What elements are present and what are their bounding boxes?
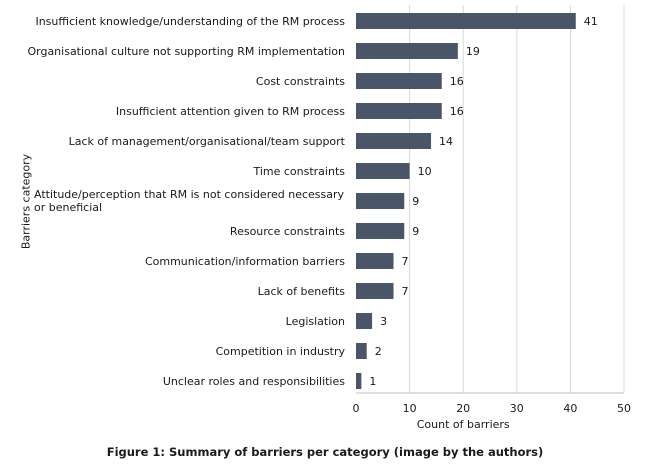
x-tick-label: 20: [456, 402, 470, 415]
data-label: 1: [369, 375, 376, 388]
bar: [356, 43, 458, 59]
category-label: Communication/information barriers: [144, 254, 345, 268]
category-label: Insufficient knowledge/understanding of …: [35, 14, 345, 28]
data-label: 7: [402, 255, 409, 268]
data-label: 10: [418, 165, 432, 178]
category-label: Attitude/perception that RM is not consi…: [34, 188, 345, 214]
bar: [356, 13, 576, 29]
x-tick-label: 30: [510, 402, 524, 415]
x-tick-label: 0: [353, 402, 360, 415]
category-label: Organisational culture not supporting RM…: [27, 44, 345, 58]
data-label: 3: [380, 315, 387, 328]
data-label: 16: [450, 105, 464, 118]
data-label: 41: [584, 15, 598, 28]
data-label: 16: [450, 75, 464, 88]
bar: [356, 343, 367, 359]
category-label: Lack of management/organisational/team s…: [68, 134, 345, 148]
bar: [356, 73, 442, 89]
bar: [356, 253, 394, 269]
bar: [356, 133, 432, 149]
data-label: 2: [375, 345, 382, 358]
bar: [356, 373, 362, 389]
category-label: Unclear roles and responsibilities: [162, 374, 345, 388]
data-label: 9: [412, 225, 419, 238]
x-axis-title: Count of barriers: [417, 418, 510, 431]
y-axis-title: Barriers category: [19, 153, 33, 250]
figure-caption: Figure 1: Summary of barriers per catego…: [106, 445, 544, 459]
data-label: 14: [439, 135, 453, 148]
x-tick-label: 50: [617, 402, 631, 415]
bar: [356, 193, 405, 209]
bar: [356, 163, 410, 179]
category-label: Resource constraints: [229, 224, 345, 238]
category-label: Insufficient attention given to RM proce…: [115, 104, 345, 118]
bar: [356, 223, 405, 239]
x-tick-label: 10: [403, 402, 417, 415]
data-label: 19: [466, 45, 480, 58]
category-label: Cost constraints: [255, 74, 345, 88]
data-label: 7: [402, 285, 409, 298]
bar: [356, 313, 373, 329]
category-label: Lack of benefits: [257, 284, 345, 298]
category-label: Time constraints: [253, 164, 345, 178]
data-label: 9: [412, 195, 419, 208]
category-label: Competition in industry: [215, 344, 345, 358]
category-label: Legislation: [285, 314, 345, 328]
bar: [356, 283, 394, 299]
x-tick-label: 40: [563, 402, 577, 415]
bar: [356, 103, 442, 119]
